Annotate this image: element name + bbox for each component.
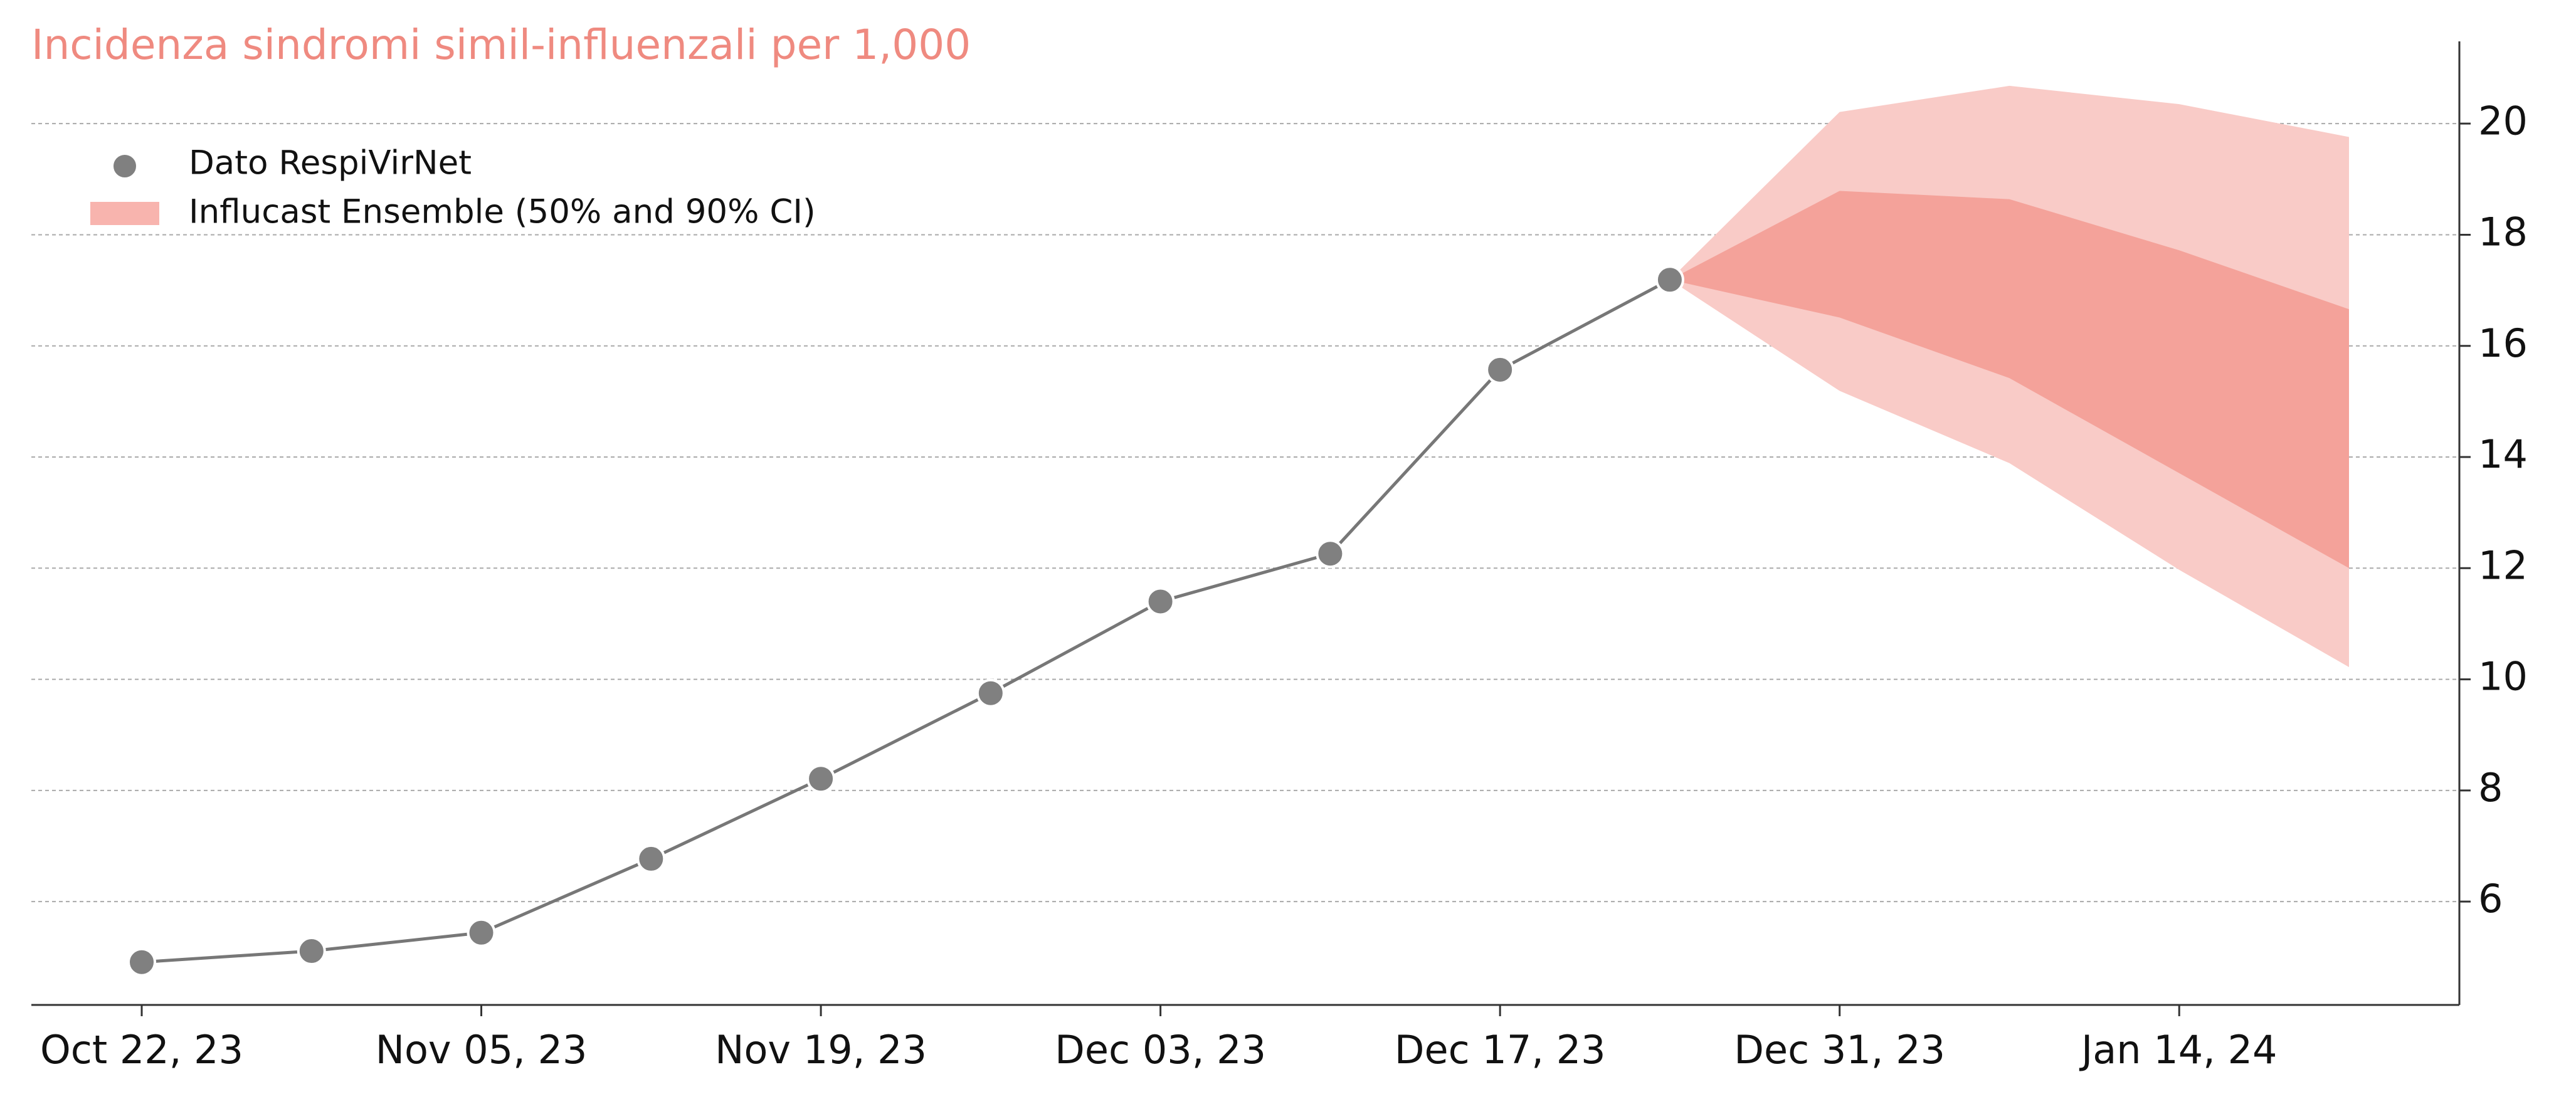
y-tick-label: 16 (2478, 320, 2528, 366)
y-tick-label: 14 (2478, 431, 2528, 477)
data-point (976, 678, 1005, 708)
x-tick-label: Nov 05, 23 (376, 1027, 588, 1073)
legend-swatch (90, 202, 159, 225)
chart-title: Incidenza sindromi simil-influenzali per… (31, 21, 971, 69)
data-point (297, 937, 326, 966)
x-tick-label: Dec 31, 23 (1734, 1027, 1945, 1073)
legend-label: Influcast Ensemble (50% and 90% CI) (189, 193, 816, 231)
y-tick-label: 18 (2478, 209, 2528, 255)
data-line (141, 278, 1671, 964)
ci-band (1669, 191, 2349, 569)
data-point (1486, 355, 1515, 384)
x-tick-label: Dec 17, 23 (1395, 1027, 1606, 1073)
y-tick-label: 8 (2478, 765, 2503, 811)
legend-marker (111, 152, 139, 180)
y-tick-label: 20 (2478, 98, 2528, 144)
data-point (127, 947, 156, 977)
data-point (1655, 265, 1684, 295)
data-point (1316, 539, 1345, 569)
x-tick-label: Dec 03, 23 (1055, 1027, 1266, 1073)
x-tick-label: Nov 19, 23 (715, 1027, 927, 1073)
data-point (806, 764, 836, 794)
x-tick-label: Jan 14, 24 (2079, 1027, 2277, 1073)
x-tick-label: Oct 22, 23 (40, 1027, 243, 1073)
data-point (636, 844, 666, 873)
legend-label: Dato RespiVirNet (189, 144, 472, 182)
y-tick-label: 10 (2478, 654, 2528, 700)
data-point (1146, 587, 1175, 616)
data-point (467, 918, 496, 947)
y-tick-label: 12 (2478, 542, 2528, 588)
y-tick-label: 6 (2478, 876, 2503, 922)
